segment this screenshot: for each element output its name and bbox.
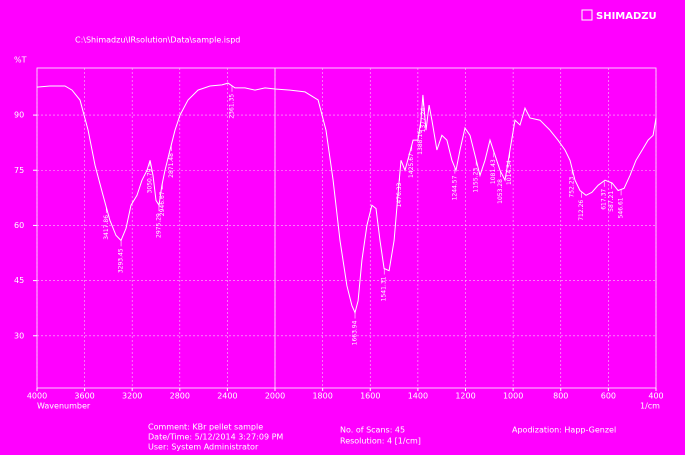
- peak-label: 2361.35: [228, 94, 235, 119]
- peak-label: 1663.94: [352, 320, 359, 345]
- spectrum: [36, 82, 657, 315]
- peak-label: 752.23: [569, 176, 576, 197]
- peak-label: 1244.57: [451, 175, 458, 200]
- y-tick-label: 30: [14, 331, 24, 340]
- file-path: C:\Shimadzu\IRsolution\Data\sample.ispd: [75, 36, 240, 45]
- x-tick-label: 3600: [74, 392, 94, 401]
- peak-label: 2975.29: [155, 213, 162, 238]
- peak-label: 1053.28: [497, 179, 504, 204]
- peak-label: 3417.86: [103, 215, 110, 240]
- peak-label: 1476.33: [396, 182, 403, 207]
- x-tick-label: 2400: [217, 392, 237, 401]
- logo-icon: [581, 9, 593, 21]
- x-tick-label: 2800: [170, 392, 190, 401]
- peak-label: 3293.45: [118, 248, 125, 273]
- peak-label: 546.61: [618, 197, 625, 218]
- footer-comment: Comment: KBr pellet sample: [148, 423, 263, 432]
- footer-scans: No. of Scans: 45: [340, 426, 405, 435]
- footer-apodization: Apodization: Happ-Genzel: [512, 426, 616, 435]
- peak-label: 1377.24: [420, 107, 427, 132]
- peak-label: 587.21: [608, 191, 615, 212]
- y-tick-label: 90: [14, 111, 24, 120]
- peak-label: 1014.54: [506, 160, 513, 185]
- peak-label: 1081.43: [490, 159, 497, 184]
- footer-date: Date/Time: 5/12/2014 3:27:09 PM: [148, 433, 283, 442]
- footer-user: User: System Administrator: [148, 443, 259, 452]
- x-tick-label: 1400: [408, 392, 428, 401]
- x-unit: 1/cm: [640, 402, 660, 411]
- peak-label: 1388.16: [417, 130, 424, 155]
- peak-label: 3050.79: [146, 168, 153, 193]
- x-tick-label: 1200: [455, 392, 475, 401]
- footer-resolution: Resolution: 4 [1/cm]: [340, 437, 421, 446]
- x-tick-label: 3200: [122, 392, 142, 401]
- x-tick-label: 1000: [503, 392, 523, 401]
- peak-label: 2871.48: [168, 153, 175, 178]
- y-axis-label: %T: [14, 56, 27, 65]
- x-tick-label: 400: [648, 392, 663, 401]
- x-axis-label: Wavenumber: [37, 402, 91, 411]
- x-tick-label: 2000: [265, 392, 285, 401]
- peak-label: 617.37: [601, 189, 608, 210]
- x-tick-label: 800: [553, 392, 568, 401]
- peak-label: 1541.31: [381, 276, 388, 301]
- x-tick-label: 1600: [360, 392, 380, 401]
- x-tick-label: 1800: [312, 392, 332, 401]
- peak-label: 2946.67: [159, 191, 166, 216]
- logo: SHIMADZU: [596, 11, 657, 22]
- peak-label: 712.26: [578, 200, 585, 221]
- y-tick-label: 45: [14, 276, 24, 285]
- x-tick-label: 600: [601, 392, 616, 401]
- peak-label: 1155.23: [473, 168, 480, 193]
- x-tick-label: 4000: [27, 392, 47, 401]
- peak-label: 1425.67: [408, 153, 415, 178]
- plot-frame: [36, 67, 657, 389]
- y-tick-label: 75: [14, 166, 24, 175]
- y-tick-label: 60: [14, 221, 24, 230]
